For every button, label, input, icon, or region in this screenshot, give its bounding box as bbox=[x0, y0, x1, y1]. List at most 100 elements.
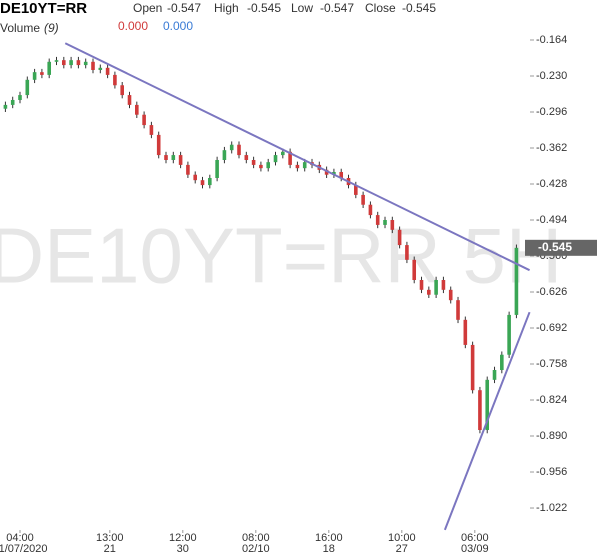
y-tick-label: -0.296 bbox=[536, 106, 567, 118]
candle-body bbox=[397, 229, 402, 246]
candle-body bbox=[281, 151, 285, 156]
candle-body bbox=[514, 247, 519, 315]
y-tick-label: -1.022 bbox=[536, 502, 567, 514]
candle-body bbox=[383, 219, 387, 225]
candle-body bbox=[135, 104, 139, 115]
candle-body bbox=[368, 204, 373, 216]
volume-label: Volume bbox=[0, 21, 40, 35]
candle-body bbox=[419, 280, 424, 290]
header-value: -0.547 bbox=[167, 1, 201, 15]
candle-body bbox=[25, 79, 30, 96]
volume-value: 0.000 bbox=[163, 19, 193, 33]
candle-body bbox=[98, 67, 103, 70]
candle-body bbox=[273, 155, 278, 163]
candle-body bbox=[193, 174, 198, 181]
candle-body bbox=[200, 180, 205, 186]
x-tick-date: 21 bbox=[104, 543, 116, 555]
candle-body bbox=[354, 185, 358, 195]
x-tick-label: 12:00 bbox=[169, 532, 197, 544]
candle-body bbox=[208, 177, 212, 186]
y-tick-label: -0.692 bbox=[536, 322, 567, 334]
trendline bbox=[443, 311, 531, 531]
x-tick-label: 16:00 bbox=[315, 532, 343, 544]
candle-body bbox=[237, 144, 241, 156]
candle-body bbox=[149, 125, 154, 135]
candle-body bbox=[222, 150, 227, 160]
candle-body bbox=[32, 72, 37, 80]
candle-body bbox=[40, 72, 44, 75]
candle-body bbox=[492, 370, 497, 380]
candle-body bbox=[113, 74, 117, 86]
symbol: DE10YT=RR bbox=[0, 0, 87, 17]
candle-body bbox=[171, 155, 176, 160]
candle-body bbox=[390, 219, 395, 230]
y-tick-label: -0.626 bbox=[536, 286, 567, 298]
candle-body bbox=[361, 194, 365, 205]
x-tick-date: 01/07/2020 bbox=[0, 543, 48, 555]
volume-period: (9) bbox=[44, 21, 59, 35]
candle-body bbox=[448, 289, 453, 301]
plot-area bbox=[3, 42, 531, 531]
header-label: High bbox=[214, 1, 239, 15]
y-tick-label: -0.164 bbox=[536, 34, 567, 46]
header-label: Open bbox=[133, 1, 162, 15]
candle-body bbox=[10, 99, 15, 105]
candle-body bbox=[485, 379, 490, 431]
candle-body bbox=[215, 159, 219, 178]
header-value: -0.545 bbox=[402, 1, 436, 15]
x-tick-label: 04:00 bbox=[6, 532, 34, 544]
candle-body bbox=[54, 60, 59, 62]
candle-body bbox=[332, 171, 336, 175]
candle-body bbox=[156, 134, 161, 156]
candle-body bbox=[405, 245, 409, 260]
candle-body bbox=[127, 95, 132, 105]
candle-body bbox=[120, 85, 125, 96]
candle-body bbox=[251, 159, 256, 165]
x-tick-date: 18 bbox=[323, 543, 335, 555]
candle-body bbox=[434, 280, 438, 295]
watermark: DE10YT=RR 5H bbox=[0, 212, 562, 300]
candle-body bbox=[69, 60, 73, 66]
y-tick-label: -0.758 bbox=[536, 358, 567, 370]
candle-body bbox=[470, 344, 475, 391]
candle-body bbox=[244, 155, 249, 160]
y-tick-label: -0.230 bbox=[536, 70, 567, 82]
candle-body bbox=[76, 60, 81, 66]
candle-body bbox=[164, 155, 168, 160]
candle-body bbox=[266, 162, 271, 169]
y-tick-label: -0.362 bbox=[536, 142, 567, 154]
x-tick-label: 13:00 bbox=[96, 532, 124, 544]
x-tick-label: 10:00 bbox=[388, 532, 416, 544]
y-tick-label: -0.428 bbox=[536, 178, 567, 190]
candle-body bbox=[324, 169, 329, 175]
y-tick-label: -0.890 bbox=[536, 430, 567, 442]
price-tag-label: -0.545 bbox=[538, 240, 572, 254]
candle-body bbox=[178, 155, 183, 165]
candle-body bbox=[302, 162, 307, 169]
candle-body bbox=[47, 61, 52, 75]
header-label: Close bbox=[365, 1, 396, 15]
y-tick-label: -0.494 bbox=[536, 214, 567, 226]
candle-body bbox=[288, 151, 292, 165]
price-tag bbox=[525, 239, 597, 256]
x-tick-date: 03/09 bbox=[461, 543, 489, 555]
candle-body bbox=[339, 171, 344, 178]
x-tick-date: 02/10 bbox=[242, 543, 270, 555]
candle-body bbox=[142, 114, 146, 126]
candle-body bbox=[186, 164, 190, 175]
x-tick-label: 06:00 bbox=[461, 532, 489, 544]
candle-body bbox=[507, 314, 511, 355]
candle-body bbox=[229, 144, 234, 151]
x-tick-label: 08:00 bbox=[242, 532, 270, 544]
candle-body bbox=[463, 319, 468, 345]
x-tick-date: 27 bbox=[396, 543, 408, 555]
y-tick-label: -0.956 bbox=[536, 466, 567, 478]
trendline bbox=[64, 42, 531, 272]
candle-body bbox=[105, 67, 110, 75]
y-tick-label: -0.824 bbox=[536, 394, 567, 406]
candle-body bbox=[62, 60, 66, 66]
candle-body bbox=[91, 61, 95, 70]
header-value: -0.545 bbox=[247, 1, 281, 15]
candle-body bbox=[500, 354, 504, 371]
